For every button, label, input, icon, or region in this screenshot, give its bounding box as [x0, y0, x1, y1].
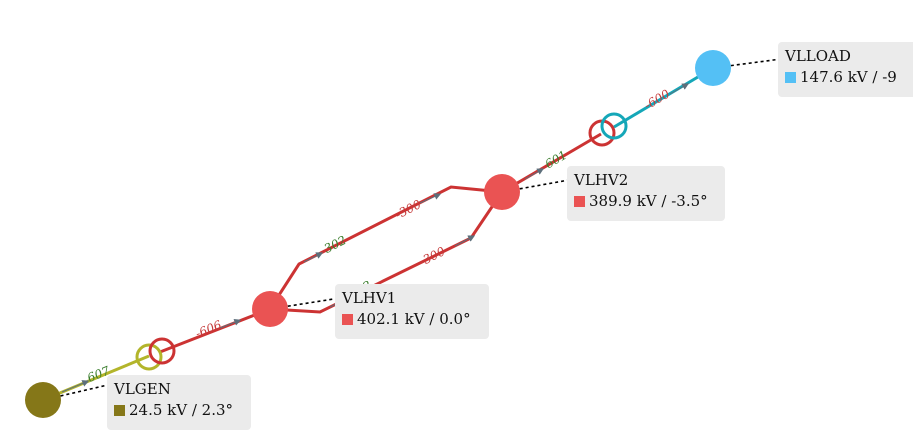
bus-value-vlhv2: 389.9 kV / -3.5°: [589, 192, 708, 210]
load-line[interactable]: [613, 66, 714, 129]
hv-line-1-path[interactable]: [268, 185, 503, 310]
arrow-hv1-gen: [219, 319, 242, 329]
bus-name-vlhv2: VLHV2: [574, 171, 629, 189]
color-swatch-vlhv1: [342, 314, 353, 325]
bus-node-vlhv2[interactable]: [484, 174, 520, 210]
bus-value-vlhv1: 402.1 kV / 0.0°: [357, 310, 471, 328]
flow-label-line1-to: -300: [393, 197, 424, 222]
transformer-winding-gen[interactable]: [135, 343, 163, 371]
transformer-winding-hv1[interactable]: [148, 337, 176, 365]
load-transformer-branch[interactable]: 601 -600: [501, 66, 714, 194]
hv2-load-line[interactable]: [501, 132, 602, 194]
color-swatch-vlload: [785, 72, 796, 83]
flow-label-line2-to: -300: [417, 244, 448, 269]
bus-value-vlload: 147.6 kV / -9: [800, 68, 897, 86]
arrow-hv2: [524, 168, 545, 180]
bus-name-vlhv1: VLHV1: [342, 289, 397, 307]
transformer-winding-load[interactable]: [600, 112, 628, 140]
arrow-line1-from: [303, 252, 324, 263]
bus-name-vlload: VLLOAD: [785, 47, 851, 65]
arrow-load: [669, 83, 690, 95]
color-swatch-vlhv2: [574, 196, 585, 207]
arrow-line2-to: [454, 235, 476, 247]
hv1-gen-line[interactable]: [159, 307, 271, 354]
gen-line[interactable]: [42, 354, 150, 402]
bus-label-vlload: VLLOAD 147.6 kV / -9: [778, 42, 913, 97]
label-leaders: [42, 58, 782, 401]
bus-name-vlgen: VLGEN: [114, 380, 171, 398]
hv-line-2-path[interactable]: [269, 191, 504, 314]
flow-label-hv2: 601: [543, 148, 570, 172]
bus-label-vlhv1: VLHV1 402.1 kV / 0.0°: [335, 284, 489, 339]
bus-node-vlgen[interactable]: [25, 382, 61, 418]
flow-label-hv1-gen: -606: [193, 318, 224, 341]
bus-node-vlload[interactable]: [695, 50, 731, 86]
leader-vlhv2: [501, 179, 570, 193]
bus-label-vlgen: VLGEN 24.5 kV / 2.3°: [107, 375, 251, 430]
bus-value-vlgen: 24.5 kV / 2.3°: [129, 401, 234, 419]
bus-node-vlhv1[interactable]: [252, 291, 288, 327]
flow-label-load: -600: [642, 87, 673, 113]
arrow-gen: [61, 380, 90, 393]
flow-label-line1-from: 302: [322, 233, 349, 256]
bus-label-vlhv2: VLHV2 389.9 kV / -3.5°: [567, 166, 725, 221]
arrow-line1-to: [419, 193, 442, 204]
color-swatch-vlgen: [114, 405, 125, 416]
